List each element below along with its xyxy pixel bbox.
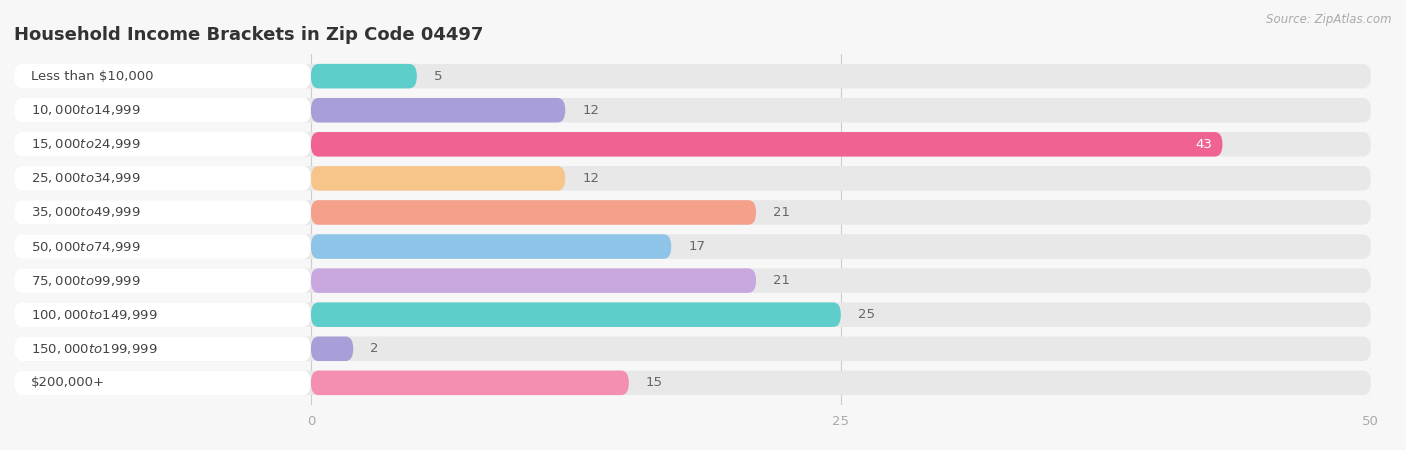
FancyBboxPatch shape	[14, 98, 311, 122]
Text: Less than $10,000: Less than $10,000	[31, 70, 153, 83]
Text: $100,000 to $149,999: $100,000 to $149,999	[31, 308, 157, 322]
FancyBboxPatch shape	[311, 268, 756, 293]
Text: Household Income Brackets in Zip Code 04497: Household Income Brackets in Zip Code 04…	[14, 26, 484, 44]
Text: $15,000 to $24,999: $15,000 to $24,999	[31, 137, 141, 151]
Text: $75,000 to $99,999: $75,000 to $99,999	[31, 274, 141, 288]
FancyBboxPatch shape	[14, 132, 311, 157]
FancyBboxPatch shape	[14, 166, 1371, 191]
FancyBboxPatch shape	[14, 64, 1371, 88]
FancyBboxPatch shape	[311, 337, 353, 361]
FancyBboxPatch shape	[311, 64, 416, 88]
Text: 43: 43	[1195, 138, 1212, 151]
Text: $25,000 to $34,999: $25,000 to $34,999	[31, 171, 141, 185]
Text: 12: 12	[582, 172, 599, 185]
Text: $200,000+: $200,000+	[31, 376, 105, 389]
Text: $150,000 to $199,999: $150,000 to $199,999	[31, 342, 157, 356]
FancyBboxPatch shape	[14, 64, 311, 88]
FancyBboxPatch shape	[311, 132, 1222, 157]
Text: $50,000 to $74,999: $50,000 to $74,999	[31, 239, 141, 253]
Text: 2: 2	[370, 342, 378, 355]
FancyBboxPatch shape	[311, 166, 565, 191]
FancyBboxPatch shape	[14, 371, 311, 395]
FancyBboxPatch shape	[14, 132, 1371, 157]
FancyBboxPatch shape	[14, 337, 1371, 361]
Text: $10,000 to $14,999: $10,000 to $14,999	[31, 103, 141, 117]
Text: 5: 5	[434, 70, 443, 83]
FancyBboxPatch shape	[14, 337, 311, 361]
Text: $35,000 to $49,999: $35,000 to $49,999	[31, 206, 141, 220]
Text: 12: 12	[582, 104, 599, 117]
FancyBboxPatch shape	[311, 200, 756, 225]
Text: Source: ZipAtlas.com: Source: ZipAtlas.com	[1267, 14, 1392, 27]
FancyBboxPatch shape	[311, 302, 841, 327]
FancyBboxPatch shape	[14, 166, 311, 191]
FancyBboxPatch shape	[14, 302, 1371, 327]
Text: 17: 17	[688, 240, 706, 253]
FancyBboxPatch shape	[14, 371, 1371, 395]
FancyBboxPatch shape	[14, 200, 311, 225]
FancyBboxPatch shape	[14, 200, 1371, 225]
FancyBboxPatch shape	[311, 371, 628, 395]
Text: 21: 21	[773, 274, 790, 287]
FancyBboxPatch shape	[311, 98, 565, 122]
FancyBboxPatch shape	[14, 268, 1371, 293]
Text: 21: 21	[773, 206, 790, 219]
FancyBboxPatch shape	[311, 234, 671, 259]
FancyBboxPatch shape	[14, 234, 311, 259]
FancyBboxPatch shape	[14, 268, 311, 293]
FancyBboxPatch shape	[14, 98, 1371, 122]
FancyBboxPatch shape	[14, 234, 1371, 259]
Text: 25: 25	[858, 308, 875, 321]
Text: 15: 15	[645, 376, 662, 389]
FancyBboxPatch shape	[14, 302, 311, 327]
